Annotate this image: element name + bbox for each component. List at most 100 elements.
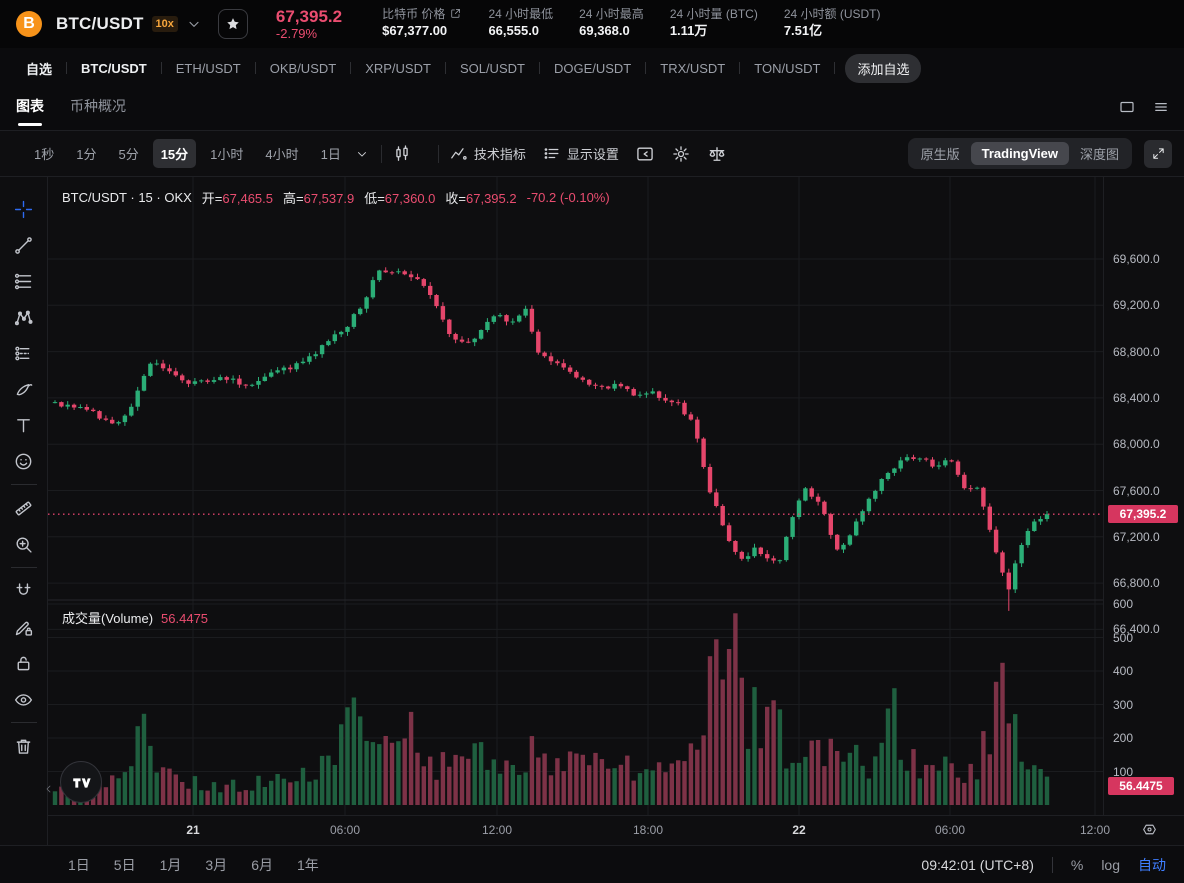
- time-axis[interactable]: 21 06:00 12:00 18:00 22 06:00 12:00: [48, 815, 1184, 845]
- mode-原生版[interactable]: 原生版: [920, 147, 960, 162]
- timeframe-15分[interactable]: 15分: [152, 139, 197, 168]
- replay-icon[interactable]: [635, 144, 655, 164]
- range-3月[interactable]: 3月: [205, 856, 228, 873]
- draw-lock-icon[interactable]: [6, 609, 42, 645]
- mode-深度图[interactable]: 深度图: [1079, 147, 1119, 162]
- timeframe-1秒[interactable]: 1秒: [34, 147, 55, 162]
- timeframe-1日[interactable]: 1日: [320, 147, 341, 162]
- magnet-icon[interactable]: [6, 573, 42, 609]
- price-tick: 67,200.0: [1113, 529, 1160, 544]
- brush-icon[interactable]: [6, 371, 42, 407]
- stat-label: 24 小时最高: [579, 6, 644, 21]
- eye-icon[interactable]: [6, 681, 42, 717]
- view-tabs-list: 图表 币种概况: [16, 96, 152, 126]
- header-stat: 24 小时最低 66,555.0: [488, 7, 553, 41]
- auto-scale-toggle[interactable]: 自动: [1138, 856, 1166, 873]
- header-stat: 比特币 价格 $67,377.00: [382, 7, 462, 41]
- change-percent: -2.79%: [275, 26, 318, 42]
- forecast-icon[interactable]: [6, 335, 42, 371]
- zoom-in-icon[interactable]: [6, 526, 42, 562]
- pair-tab-ton-usdt[interactable]: TON/USDT: [754, 60, 821, 76]
- fullscreen-button[interactable]: [1144, 139, 1172, 168]
- pair-tab-eth-usdt[interactable]: ETH/USDT: [175, 60, 241, 76]
- timeframe-1小时[interactable]: 1小时: [210, 147, 244, 162]
- tab-chart[interactable]: 图表: [16, 96, 44, 126]
- chart-toolbar: 1秒 1分 5分 15分 1小时 4小时 1日 技术指标 显示设置 原生版 TradingVi…: [0, 131, 1184, 177]
- pair-tab-sol-usdt[interactable]: SOL/USDT: [459, 60, 525, 76]
- ruler-icon[interactable]: [6, 490, 42, 526]
- indicators-button[interactable]: 技术指标: [449, 144, 526, 163]
- candlestick-style-icon[interactable]: [392, 144, 412, 164]
- price-tick: 66,400.0: [1113, 622, 1160, 637]
- pair-tab-trx-usdt[interactable]: TRX/USDT: [660, 60, 726, 76]
- candlestick-plot[interactable]: [48, 177, 1103, 815]
- add-favorite-button[interactable]: 添加自选: [845, 53, 922, 83]
- view-tabs: 图表 币种概况: [0, 88, 1184, 131]
- clock[interactable]: 09:42:01 (UTC+8): [921, 856, 1034, 873]
- pair-title: BTC/USDT: [56, 14, 144, 33]
- range-buttons: 1日 5日 1月 3月 6月 1年: [68, 855, 343, 875]
- range-1日[interactable]: 1日: [68, 856, 90, 873]
- axis-settings-icon[interactable]: [1141, 821, 1158, 838]
- range-1月[interactable]: 1月: [159, 856, 182, 873]
- indicators-icon: [449, 144, 468, 163]
- collapse-drawing-toolbar-handle[interactable]: [43, 781, 55, 797]
- log-scale-toggle[interactable]: log: [1101, 856, 1120, 873]
- emoji-icon[interactable]: [6, 443, 42, 479]
- pair-separator: [350, 62, 352, 74]
- crosshair-icon[interactable]: [6, 191, 42, 227]
- tab-coin-overview[interactable]: 币种概况: [70, 98, 126, 114]
- favorite-star-button[interactable]: [217, 9, 248, 39]
- fib-lines-icon[interactable]: [6, 263, 42, 299]
- volume-legend: 成交量(Volume) 56.4475: [62, 611, 209, 626]
- price-axis[interactable]: 67,395.2 56.4475 69,600.0 69,200.0 68,800.…: [1103, 177, 1184, 815]
- pair-separator: [444, 62, 446, 74]
- stat-label: 比特币 价格: [382, 7, 462, 23]
- tool-divider: [10, 484, 37, 485]
- tool-divider: [10, 567, 37, 568]
- mode-TradingView[interactable]: TradingView: [970, 142, 1069, 165]
- lock-icon[interactable]: [6, 645, 42, 681]
- panel-layout-icon[interactable]: [1118, 98, 1136, 116]
- star-icon: [225, 16, 241, 32]
- timeframe-4小时[interactable]: 4小时: [265, 147, 299, 162]
- text-icon[interactable]: [6, 407, 42, 443]
- pair-tab-okb-usdt[interactable]: OKB/USDT: [269, 60, 337, 76]
- gear-icon[interactable]: [671, 144, 691, 164]
- timeframe-1分[interactable]: 1分: [76, 147, 97, 162]
- pair-tab-btc-usdt[interactable]: BTC/USDT: [81, 60, 147, 76]
- timeframe-dropdown-chevron[interactable]: [355, 147, 369, 161]
- chart-canvas[interactable]: BTC/USDT · 15 · OKX 开=67,465.5 高=67,537.…: [46, 177, 1184, 845]
- legend-change: -70.2 (-0.10%): [526, 190, 610, 205]
- price-tick: 68,000.0: [1113, 437, 1160, 452]
- percent-scale-toggle[interactable]: %: [1070, 856, 1084, 873]
- chevron-down-icon[interactable]: [186, 16, 202, 32]
- volume-tick: 300: [1113, 697, 1134, 712]
- timeframe-group: 1秒 1分 5分 15分 1小时 4小时 1日: [26, 139, 355, 168]
- pair-separator: [834, 62, 836, 74]
- price-tick: 66,800.0: [1113, 576, 1160, 591]
- menu-icon[interactable]: [1152, 98, 1170, 116]
- range-1年[interactable]: 1年: [296, 856, 319, 873]
- stat-label: 24 小时量 (BTC): [669, 6, 758, 21]
- display-settings-button[interactable]: 显示设置: [542, 144, 619, 163]
- tool-divider: [10, 722, 37, 723]
- pair-tab-doge-usdt[interactable]: DOGE/USDT: [553, 60, 632, 76]
- range-6月[interactable]: 6月: [251, 856, 273, 873]
- tradingview-watermark-logo[interactable]: [60, 761, 102, 803]
- pair-separator: [160, 62, 162, 74]
- pair-tab-自选[interactable]: 自选: [26, 61, 53, 77]
- pair-tab-xrp-usdt[interactable]: XRP/USDT: [365, 60, 431, 76]
- instrument-header: B BTC/USDT 10x 67,395.2 -2.79% 比特币 价格 $67…: [0, 0, 1184, 48]
- pairs-bar: 自选 BTC/USDT ETH/USDT OKB/USDT XRP/USDT SOL/US…: [0, 48, 1184, 88]
- scale-icon[interactable]: [707, 144, 727, 164]
- ohlc-legend: BTC/USDT · 15 · OKX 开=67,465.5 高=67,537.…: [62, 190, 610, 206]
- external-link-icon[interactable]: [449, 7, 462, 23]
- trash-icon[interactable]: [6, 728, 42, 764]
- trend-line-icon[interactable]: [6, 227, 42, 263]
- range-5日[interactable]: 5日: [113, 856, 136, 873]
- pattern-icon[interactable]: [6, 299, 42, 335]
- volume-tick: 200: [1113, 731, 1134, 745]
- time-tick: 22: [792, 823, 806, 837]
- timeframe-5分[interactable]: 5分: [118, 147, 139, 162]
